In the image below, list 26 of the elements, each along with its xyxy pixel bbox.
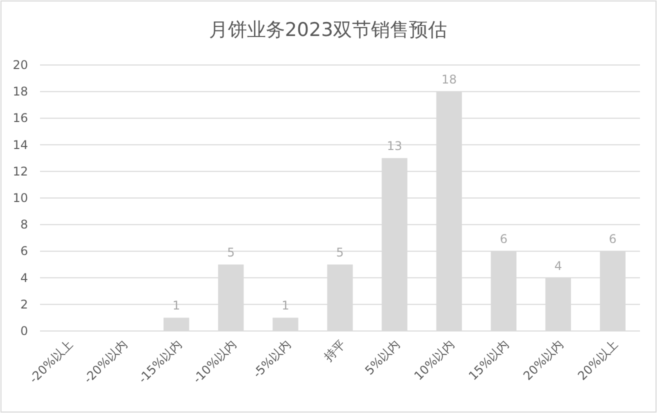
data-label: 1: [172, 298, 180, 313]
y-tick-label: 14: [12, 138, 28, 152]
data-label: 4: [554, 258, 562, 273]
data-label: 5: [227, 246, 235, 260]
data-label: 1: [282, 298, 290, 313]
data-label: 13: [386, 139, 402, 154]
y-tick-label: 2: [20, 297, 28, 312]
y-tick-label: 4: [20, 270, 28, 285]
x-tick-label: 持平: [321, 337, 348, 364]
x-tick-label: -5%以内: [250, 337, 294, 381]
data-label: 6: [500, 232, 508, 246]
data-label: 5: [336, 246, 344, 260]
x-tick-label: 5%以内: [362, 337, 403, 378]
chart-title: 月饼业务2023双节销售预估: [208, 19, 448, 41]
y-tick-label: 6: [20, 244, 28, 258]
y-tick-label: 20: [12, 58, 28, 72]
y-tick-label: 8: [20, 218, 28, 232]
data-label: 18: [441, 72, 457, 87]
y-tick-label: 16: [12, 111, 28, 126]
data-label: 6: [608, 232, 617, 246]
y-tick-label: 10: [12, 191, 28, 205]
y-tick-label: 12: [12, 164, 28, 178]
y-tick-label: 0: [20, 324, 28, 338]
bar: [272, 318, 298, 331]
y-tick-label: 18: [12, 84, 28, 99]
bar: [164, 318, 190, 331]
